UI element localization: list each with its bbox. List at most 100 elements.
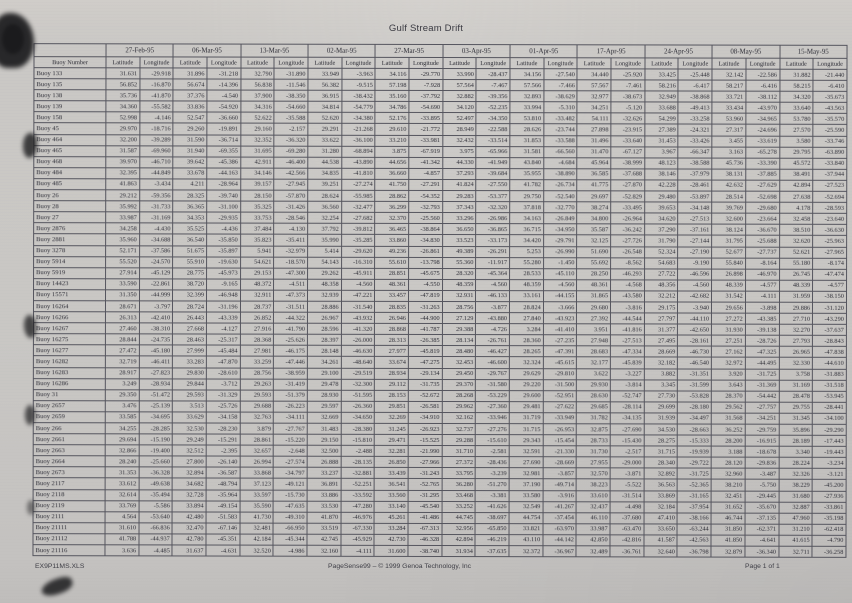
longitude-cell: -38.629: [543, 90, 578, 103]
longitude-cell: -51.595: [340, 390, 375, 402]
longitude-cell: -27.936: [812, 490, 846, 503]
longitude-cell: -51.379: [273, 389, 308, 402]
longitude-header: Longitude: [678, 57, 713, 70]
latitude-cell: 27.722: [644, 268, 679, 280]
longitude-cell: -4.986: [273, 545, 308, 557]
longitude-cell: -25.560: [408, 212, 443, 224]
latitude-cell: 33.585: [105, 411, 139, 423]
buoy-label: Buoy 3278: [33, 245, 106, 257]
longitude-cell: -29.680: [745, 202, 780, 214]
longitude-cell: -53.640: [138, 511, 173, 523]
longitude-cell: -25.626: [273, 334, 308, 346]
latitude-cell: 42.184: [239, 534, 274, 546]
longitude-cell: -27.870: [610, 179, 645, 191]
latitude-cell: 34.881: [441, 556, 476, 558]
latitude-cell: 27.472: [105, 345, 140, 357]
latitude-cell: 41.824: [442, 179, 477, 191]
latitude-cell: 56.852: [105, 78, 140, 91]
longitude-cell: -27.737: [745, 246, 780, 258]
longitude-cell: -9.515: [341, 79, 376, 91]
latitude-cell: 31.652: [711, 501, 745, 513]
longitude-cell: -2.157: [274, 123, 308, 135]
buoy-label: Buoy 2664: [33, 455, 106, 468]
latitude-cell: 27.981: [240, 345, 274, 357]
latitude-cell: 37.123: [239, 478, 274, 490]
longitude-cell: -52.251: [340, 478, 375, 490]
latitude-cell: 45.572: [779, 157, 813, 170]
buoy-label: Buoy 31: [33, 389, 106, 401]
latitude-cell: 32.326: [778, 468, 813, 480]
latitude-cell: 36.680: [643, 557, 678, 558]
footer-filename: EX9P11MS.XLS: [35, 563, 85, 570]
latitude-cell: 29.755: [778, 402, 813, 414]
longitude-cell: -52.235: [476, 101, 510, 114]
longitude-cell: -29.810: [543, 368, 577, 380]
latitude-cell: 31.795: [711, 235, 746, 247]
latitude-header: Latitude: [442, 57, 477, 69]
latitude-header: Latitude: [510, 57, 544, 69]
longitude-cell: -44.155: [543, 290, 577, 302]
longitude-cell: -34.688: [139, 234, 173, 246]
latitude-cell: 27.389: [644, 124, 679, 136]
latitude-cell: 3.163: [711, 146, 746, 158]
longitude-cell: -29.722: [677, 457, 712, 469]
longitude-cell: -28.436: [475, 456, 510, 469]
longitude-cell: -41.790: [273, 323, 308, 335]
latitude-cell: 52.998: [105, 112, 140, 124]
latitude-cell: 28.868: [374, 323, 409, 335]
latitude-cell: 35.990: [307, 234, 342, 246]
longitude-cell: -46.730: [677, 346, 712, 358]
latitude-cell: 3.249: [105, 378, 140, 390]
latitude-cell: 27.730: [644, 390, 678, 402]
latitude-cell: 38.720: [172, 278, 207, 290]
latitude-cell: 29.629: [509, 368, 544, 380]
latitude-cell: 35.325: [240, 201, 275, 213]
latitude-cell: 31.631: [105, 67, 140, 79]
longitude-cell: -27.550: [476, 179, 510, 191]
longitude-cell: -3.797: [139, 300, 173, 313]
longitude-cell: -4.511: [273, 278, 308, 291]
latitude-cell: 28.733: [576, 434, 611, 447]
latitude-cell: 37.792: [307, 223, 342, 235]
longitude-cell: -34.965: [745, 113, 780, 125]
longitude-cell: -45.911: [341, 267, 375, 280]
longitude-cell: -31.725: [745, 368, 779, 380]
latitude-cell: 35.960: [105, 234, 140, 246]
longitude-cell: -26.000: [341, 334, 375, 346]
latitude-cell: 32.352: [240, 134, 275, 146]
longitude-cell: -26.291: [475, 246, 510, 258]
longitude-cell: -31.243: [408, 467, 442, 479]
latitude-cell: 29.830: [172, 367, 207, 379]
longitude-cell: -43.880: [475, 312, 510, 324]
latitude-cell: 27.916: [240, 323, 274, 335]
longitude-cell: -17.443: [812, 435, 847, 447]
latitude-header: Latitude: [308, 57, 342, 69]
latitude-cell: 36.585: [577, 168, 611, 180]
longitude-cell: -21.440: [813, 69, 847, 81]
longitude-cell: -62.418: [812, 524, 846, 536]
longitude-cell: -35.411: [273, 234, 308, 246]
longitude-cell: -63.970: [542, 523, 577, 535]
longitude-cell: -31.329: [206, 389, 241, 401]
buoy-label: Buoy 139: [33, 100, 106, 113]
latitude-cell: 26.967: [307, 312, 342, 324]
longitude-cell: -11.546: [274, 79, 308, 91]
longitude-cell: -38.890: [543, 168, 578, 180]
longitude-cell: -27.629: [745, 180, 780, 192]
longitude-cell: -26.734: [543, 179, 578, 191]
latitude-cell: 32.453: [442, 356, 476, 369]
longitude-cell: -28.161: [677, 335, 712, 347]
longitude-cell: -23.915: [610, 124, 645, 136]
latitude-cell: 3.975: [442, 146, 477, 158]
longitude-cell: -38.999: [610, 157, 645, 169]
latitude-cell: 36.541: [374, 478, 409, 490]
latitude-cell: 31.377: [644, 324, 678, 336]
latitude-cell: 54.621: [240, 256, 274, 268]
longitude-cell: -41.870: [139, 90, 174, 102]
longitude-cell: -47.275: [408, 356, 443, 369]
longitude-cell: -52.698: [745, 191, 780, 203]
longitude-cell: -23.664: [745, 213, 780, 225]
latitude-cell: 28.756: [240, 367, 274, 379]
latitude-cell: 47.410: [643, 512, 678, 524]
